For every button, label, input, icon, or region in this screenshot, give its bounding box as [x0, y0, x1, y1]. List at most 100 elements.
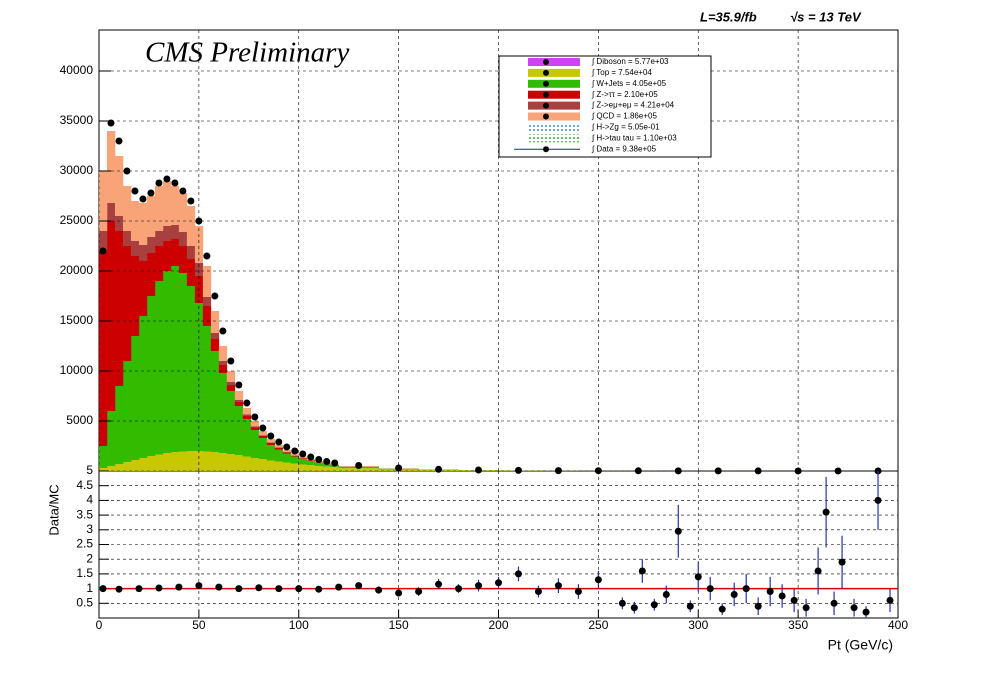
legend-marker	[543, 92, 549, 98]
ratio-point	[839, 559, 846, 566]
bar-segment	[123, 361, 131, 462]
bar-segment	[251, 428, 259, 431]
bar-segment	[115, 156, 123, 216]
bar-segment	[179, 193, 187, 232]
bar-segment	[139, 245, 147, 261]
legend-swatch	[528, 80, 580, 88]
legend-swatch	[528, 91, 580, 99]
bar-segment	[315, 466, 323, 471]
legend-label: ∫ QCD = 1.86e+05	[591, 112, 657, 121]
bar-segment	[227, 454, 235, 471]
data-point	[163, 176, 170, 183]
data-point	[435, 466, 442, 473]
bar-segment	[211, 339, 219, 351]
bar-segment	[107, 411, 115, 466]
y-tick-label: 25000	[60, 213, 94, 227]
bar-segment	[275, 462, 283, 472]
ratio-point	[335, 584, 342, 591]
bar-segment	[203, 326, 211, 452]
bar-segment	[155, 246, 163, 281]
data-point	[275, 439, 282, 446]
bar-segment	[155, 281, 163, 455]
bar-segment	[291, 456, 299, 457]
legend-label: ∫ Z->eμ+eμ = 4.21e+04	[591, 101, 675, 110]
bar-segment	[179, 452, 187, 472]
bar-segment	[243, 416, 251, 419]
bar-segment	[235, 400, 243, 402]
bar-segment	[243, 408, 251, 415]
bar-segment	[147, 456, 155, 471]
ratio-point	[495, 579, 502, 586]
bar-segment	[227, 371, 235, 382]
legend-marker	[543, 114, 549, 120]
legend-swatch	[528, 58, 580, 66]
bar-segment	[235, 406, 243, 455]
y-tick-label: 30000	[60, 163, 94, 177]
legend-swatch	[528, 134, 580, 142]
bar-segment	[227, 382, 235, 385]
bar-segment	[219, 453, 227, 471]
ratio-point	[135, 585, 142, 592]
bar-segment	[267, 442, 275, 443]
bar-segment	[291, 457, 299, 464]
y-tick-label: 10000	[60, 363, 94, 377]
bar-segment	[107, 221, 115, 411]
bar-segment	[99, 171, 107, 231]
legend-swatch	[528, 102, 580, 110]
data-point	[555, 467, 562, 474]
ratio-point	[575, 588, 582, 595]
bar-segment	[179, 246, 187, 273]
x-tick-label: 300	[688, 618, 708, 632]
ratio-point	[155, 585, 162, 592]
data-point	[243, 400, 250, 407]
data-point	[323, 458, 330, 465]
bar-segment	[163, 226, 171, 241]
bar-segment	[243, 415, 251, 417]
bar-segment	[107, 466, 115, 471]
bar-segment	[99, 446, 107, 468]
bar-segment	[211, 452, 219, 471]
bar-segment	[267, 445, 275, 461]
y-tick-label: 0.5	[76, 595, 93, 609]
bar-segment	[187, 246, 195, 259]
bar-segment	[267, 439, 275, 442]
legend-marker	[543, 59, 549, 65]
bar-segment	[171, 239, 179, 266]
x-tick-label: 100	[289, 618, 309, 632]
bar-segment	[203, 306, 211, 326]
bar-segment	[187, 451, 195, 471]
bar-segment	[299, 459, 307, 465]
bar-segment	[259, 459, 267, 471]
bar-segment	[187, 259, 195, 286]
data-point	[283, 444, 290, 451]
data-point	[115, 138, 122, 145]
data-point	[251, 414, 258, 421]
legend-label: ∫ Data = 9.38e+05	[591, 144, 657, 153]
x-tick-label: 150	[389, 618, 409, 632]
x-tick-label: 350	[788, 618, 808, 632]
bar-segment	[283, 454, 291, 463]
data-point	[155, 180, 162, 187]
bar-segment	[227, 385, 235, 391]
bar-segment	[219, 361, 227, 365]
bar-segment	[163, 453, 171, 471]
data-point	[515, 467, 522, 474]
legend-marker	[543, 81, 549, 87]
data-point	[139, 196, 146, 203]
ratio-point	[255, 584, 262, 591]
data-point	[171, 180, 178, 187]
chart-title: CMS Preliminary	[145, 37, 349, 69]
y-tick-label: 3.5	[76, 507, 93, 521]
bar-segment	[99, 251, 107, 446]
ratio-point	[515, 570, 522, 577]
y-tick-label: 20000	[60, 263, 94, 277]
bar-segment	[163, 181, 171, 226]
bar-segment	[139, 458, 147, 471]
bar-segment	[115, 464, 123, 471]
data-point	[267, 433, 274, 440]
ratio-point	[595, 576, 602, 583]
data-point	[291, 448, 298, 455]
data-point	[355, 462, 362, 469]
ratio-point	[791, 597, 798, 604]
